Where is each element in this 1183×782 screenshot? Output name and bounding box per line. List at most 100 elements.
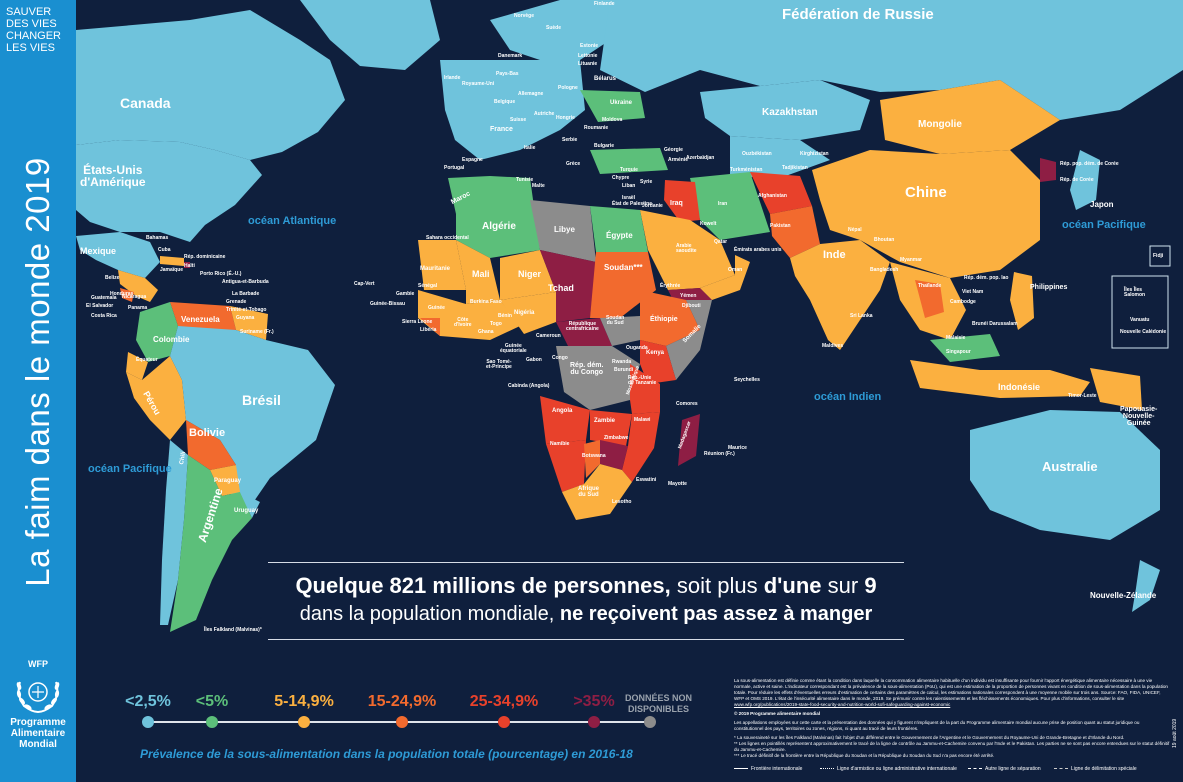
org-name: Programme Alimentaire Mondial bbox=[0, 717, 76, 750]
label-capvert: Cap-Vert bbox=[354, 281, 375, 287]
country-angola bbox=[540, 396, 590, 444]
label-rdc: Rép. dém. du Congo bbox=[570, 362, 603, 376]
label-saotome: Sao Tomé- et-Principe bbox=[486, 360, 512, 370]
boundary-special: Ligne de délimitation spéciale bbox=[1054, 766, 1137, 772]
label-lettonie: Lettonie bbox=[578, 53, 598, 59]
label-mali: Mali bbox=[472, 269, 490, 279]
label-portugal: Portugal bbox=[444, 165, 465, 171]
label-mongolie: Mongolie bbox=[918, 119, 962, 130]
label-ghana: Ghana bbox=[478, 329, 494, 335]
country-nzelande bbox=[1132, 560, 1160, 612]
label-soudsud-line2: du Sud bbox=[606, 320, 624, 326]
label-vanuatu: Vanuatu bbox=[1130, 317, 1150, 323]
label-saotome-line1: Sao Tomé- bbox=[486, 359, 512, 365]
country-zambie bbox=[590, 410, 632, 446]
country-perou bbox=[126, 356, 186, 440]
label-ocean-pacifique-ouest: océan Pacifique bbox=[1062, 219, 1146, 231]
label-inde: Inde bbox=[823, 249, 846, 261]
label-rdom: Rép. dominicaine bbox=[184, 254, 226, 260]
label-eswatini: Eswatini bbox=[636, 477, 657, 483]
label-rdplao: Rép. dém. pop. lao bbox=[964, 275, 1009, 281]
label-kenya: Kenya bbox=[646, 350, 665, 356]
label-kazakhstan: Kazakhstan bbox=[762, 107, 818, 118]
label-koweit: Koweït bbox=[700, 221, 717, 227]
label-france: France bbox=[490, 126, 513, 133]
page-title: La faim dans le monde 2019 bbox=[19, 157, 56, 587]
label-saotome-line2: et-Principe bbox=[486, 364, 512, 370]
label-mayotte: Mayotte bbox=[668, 481, 687, 487]
boundary-other: Autre ligne de séparation bbox=[968, 766, 1041, 772]
country-tchad bbox=[540, 250, 596, 322]
label-portorico: Porto Rico (É.-U.) bbox=[200, 271, 242, 277]
legend-nodata-line2: DISPONIBLES bbox=[628, 704, 690, 714]
legend-dot bbox=[396, 716, 408, 728]
legend-label: >35% bbox=[573, 693, 615, 710]
label-myanmar: Myanmar bbox=[900, 257, 922, 263]
country-thailande bbox=[915, 280, 944, 318]
label-erythree: Érythrée bbox=[660, 283, 681, 289]
country-usa bbox=[76, 140, 262, 242]
headline-sur: sur bbox=[821, 573, 865, 598]
label-rca-line2: centrafricaine bbox=[566, 326, 599, 332]
label-rdc-line1: Rép. dém. bbox=[570, 362, 604, 369]
tagline-line: LES VIES bbox=[6, 42, 55, 54]
label-colombie: Colombie bbox=[153, 335, 190, 344]
label-singapour: Singapour bbox=[946, 349, 971, 355]
label-antigua: Antigua-et-Barbuda bbox=[222, 279, 269, 285]
country-afghanistan bbox=[750, 172, 812, 214]
label-canada: Canada bbox=[120, 95, 171, 111]
note-link[interactable]: www.wfp.org/publications/2019-state-food… bbox=[734, 702, 951, 707]
country-pakistan bbox=[770, 206, 820, 258]
label-algerie: Algérie bbox=[482, 221, 516, 232]
label-togo: Togo bbox=[490, 321, 502, 327]
wfp-abbr: WFP bbox=[28, 659, 48, 669]
country-somalie bbox=[666, 300, 712, 380]
label-panama: Panama bbox=[128, 305, 148, 311]
country-oman bbox=[700, 255, 750, 300]
label-niger: Niger bbox=[518, 269, 542, 279]
label-usa-line1: États-Unis bbox=[83, 163, 143, 177]
label-guineeeq-line1: Guinée bbox=[504, 343, 522, 349]
label-yemen: Yémen bbox=[680, 293, 697, 299]
label-tanzanie-line1: Rép.-Unie bbox=[628, 375, 652, 381]
label-turkmenistan: Turkménistan bbox=[730, 167, 763, 173]
country-libye bbox=[530, 200, 596, 262]
label-papouasie-line1: Papouasie- bbox=[1120, 406, 1158, 413]
legend-dot bbox=[498, 716, 510, 728]
label-syrie: Syrie bbox=[640, 179, 653, 185]
label-usa-line2: d'Amérique bbox=[80, 175, 146, 189]
label-zimbabwe: Zimbabwe bbox=[604, 435, 629, 441]
label-philippines: Philippines bbox=[1030, 284, 1068, 291]
legend-nodata-line1: DONNÉES NON bbox=[625, 693, 693, 703]
label-hongrie: Hongrie bbox=[556, 115, 575, 121]
label-bresil: Brésil bbox=[242, 392, 281, 408]
label-salomon: Îles Îles Salomon bbox=[1124, 288, 1145, 298]
headline-millions: Quelque 821 millions de personnes, bbox=[295, 573, 671, 598]
label-tadjikistan: Tadjikistan bbox=[782, 165, 808, 171]
country-liberia bbox=[420, 318, 440, 336]
fidji-inset bbox=[1149, 245, 1171, 267]
label-usa: États-Unis d'Amérique bbox=[80, 164, 146, 188]
boundary-armistice: Ligne d'armistice ou ligne administrativ… bbox=[820, 766, 957, 772]
note-definition: La sous-alimentation est définie comme é… bbox=[734, 678, 1168, 701]
boundary-other-label: Autre ligne de séparation bbox=[985, 766, 1041, 772]
wfp-wreath-logo bbox=[16, 681, 60, 713]
map-date: 19 août 2019 bbox=[1172, 718, 1178, 748]
label-zambie: Zambie bbox=[594, 418, 616, 424]
country-colombie bbox=[136, 302, 178, 362]
note-disclaimer: Les appellations employées sur cette car… bbox=[734, 720, 1140, 731]
label-espagne: Espagne bbox=[462, 157, 483, 163]
label-guineeeq-line2: équatoriale bbox=[500, 348, 527, 354]
country-chili bbox=[160, 440, 188, 625]
label-estonie: Estonie bbox=[580, 43, 599, 49]
region-central-asia bbox=[730, 136, 830, 178]
label-soudsud: Soudan du Sud bbox=[606, 316, 624, 326]
label-tanzanie: Rép.-Unie de Tanzanie bbox=[628, 376, 656, 386]
label-soudsud-line1: Soudan bbox=[606, 315, 625, 321]
label-irlande: Irlande bbox=[444, 75, 461, 81]
headline-line1: Quelque 821 millions de personnes, soit … bbox=[268, 573, 904, 599]
label-serbie: Serbie bbox=[562, 137, 578, 143]
note-footnote-1: * La souveraineté sur les îles Falkland … bbox=[734, 735, 1125, 740]
headline-dune: d'une bbox=[763, 573, 822, 598]
label-senegal: Sénégal bbox=[418, 283, 438, 289]
